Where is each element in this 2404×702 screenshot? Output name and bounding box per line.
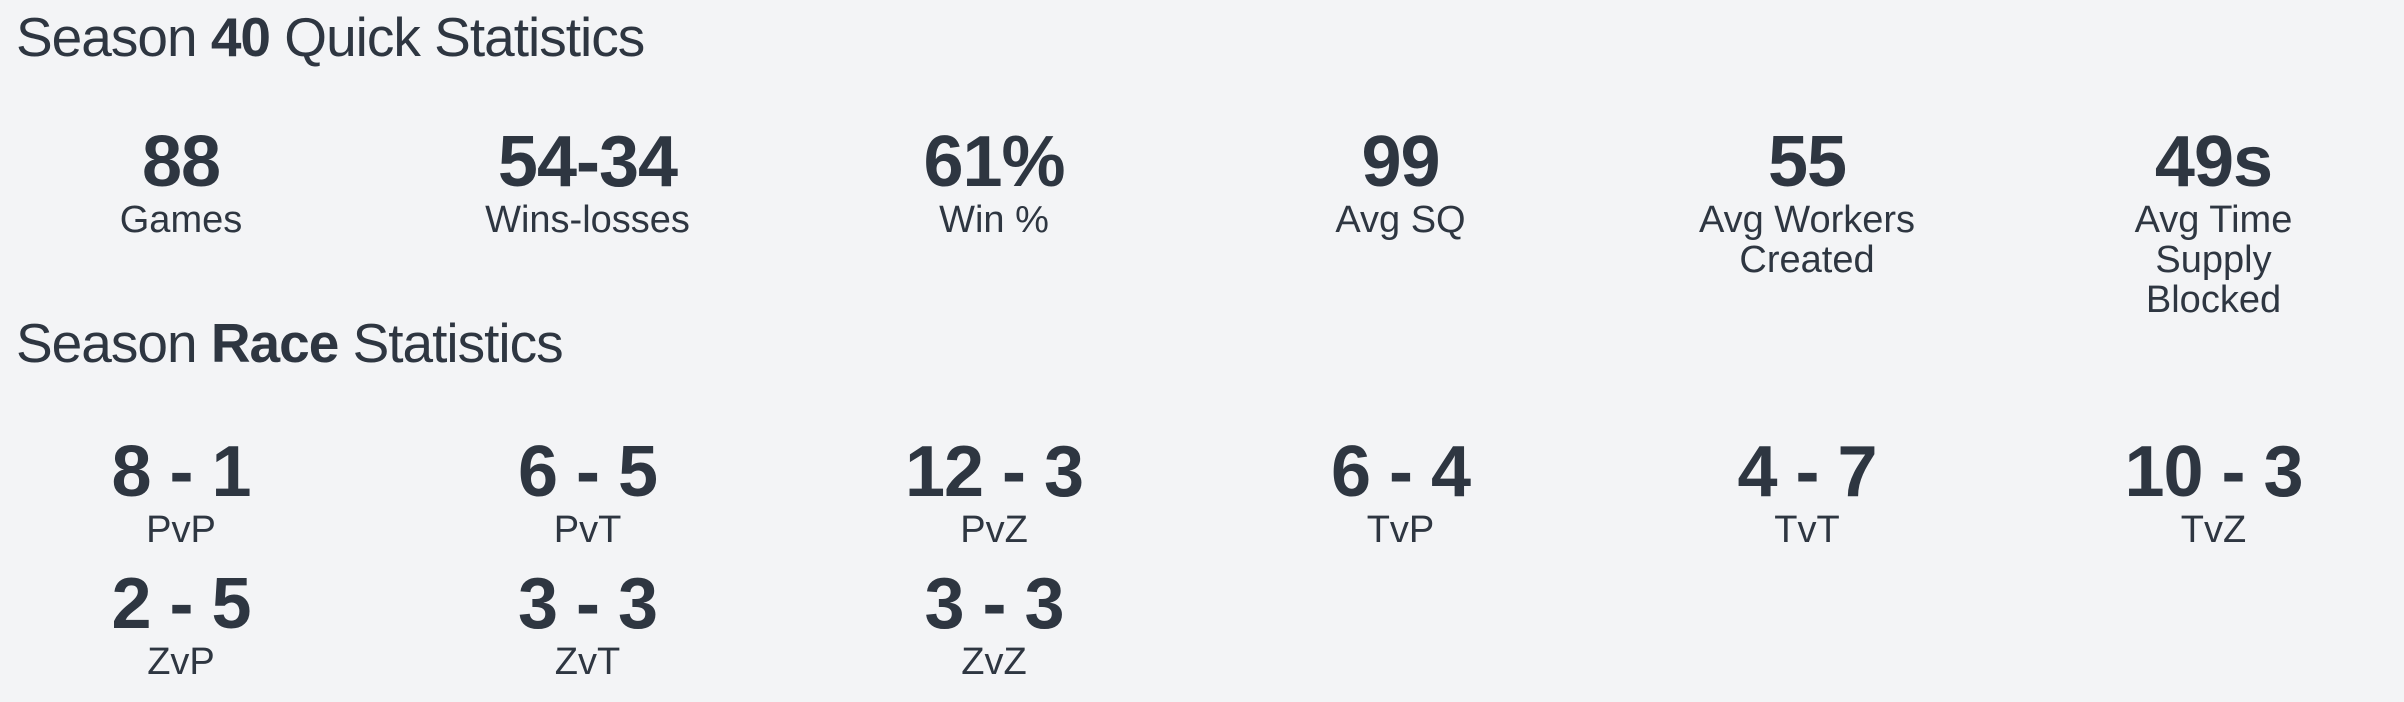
stat-value: 6 - 5 <box>517 432 658 512</box>
stat-value: 88 <box>141 122 221 202</box>
race-stat: 3 - 3 ZvZ <box>794 568 1194 682</box>
quick-stat: 54-34 Wins-losses <box>388 126 788 240</box>
stat-value: 3 - 3 <box>924 564 1064 644</box>
stat-label: PvT <box>553 509 622 551</box>
quick-stat: 49s Avg Time Supply Blocked <box>2014 126 2404 320</box>
stat-label: Win % <box>939 199 1049 241</box>
race-statistics-heading: Season Race Statistics <box>16 316 564 371</box>
race-stat: 3 - 3 ZvT <box>388 568 788 682</box>
race-stat: 2 - 5 ZvP <box>0 568 381 682</box>
quick-stat: 99 Avg SQ <box>1201 126 1601 240</box>
stat-value: 3 - 3 <box>517 564 658 644</box>
stat-value: 6 - 4 <box>1330 432 1471 512</box>
heading-suffix: Statistics <box>352 312 564 374</box>
stat-label: TvZ <box>2180 509 2247 551</box>
race-stat: 4 - 7 TvT <box>1607 436 2007 550</box>
stat-value: 55 <box>1767 122 1847 202</box>
heading-suffix: Quick Statistics <box>284 6 645 68</box>
race-stat: 12 - 3 PvZ <box>794 436 1194 550</box>
stat-value: 2 - 5 <box>111 564 251 644</box>
heading-bold: Race <box>210 312 339 374</box>
quick-statistics-heading: Season 40 Quick Statistics <box>16 10 645 65</box>
quick-stat: 61% Win % <box>794 126 1194 240</box>
race-stat: 8 - 1 PvP <box>0 436 381 550</box>
stat-label: Avg Time Supply Blocked <box>2134 199 2293 321</box>
season-number: 40 <box>210 6 271 68</box>
stat-value: 99 <box>1361 122 1440 202</box>
stat-label: Wins-losses <box>485 199 690 241</box>
stat-value: 49s <box>2154 122 2273 202</box>
stat-label: Avg SQ <box>1335 199 1466 241</box>
stat-label: TvT <box>1774 509 1840 551</box>
stat-label: PvZ <box>960 509 1028 551</box>
stat-label: ZvT <box>554 641 621 683</box>
heading-prefix: Season <box>16 6 198 68</box>
stat-value: 10 - 3 <box>2124 432 2303 512</box>
stat-value: 12 - 3 <box>904 432 1084 512</box>
stat-value: 8 - 1 <box>111 432 251 512</box>
stat-label: Avg Workers Created <box>1698 199 1916 281</box>
stat-value: 4 - 7 <box>1737 432 1877 512</box>
stat-value: 61% <box>923 122 1065 202</box>
stat-label: ZvP <box>147 641 215 683</box>
quick-stat: 55 Avg Workers Created <box>1607 126 2007 280</box>
race-stat: 10 - 3 TvZ <box>2014 436 2404 550</box>
race-stat: 6 - 5 PvT <box>388 436 788 550</box>
quick-stat: 88 Games <box>0 126 381 240</box>
race-stat: 6 - 4 TvP <box>1201 436 1601 550</box>
stat-label: PvP <box>146 509 216 551</box>
stat-label: Games <box>119 199 243 241</box>
stat-value: 54-34 <box>497 122 678 202</box>
stat-label: ZvZ <box>961 641 1027 683</box>
stat-label: TvP <box>1366 509 1435 551</box>
heading-prefix: Season <box>16 312 198 374</box>
